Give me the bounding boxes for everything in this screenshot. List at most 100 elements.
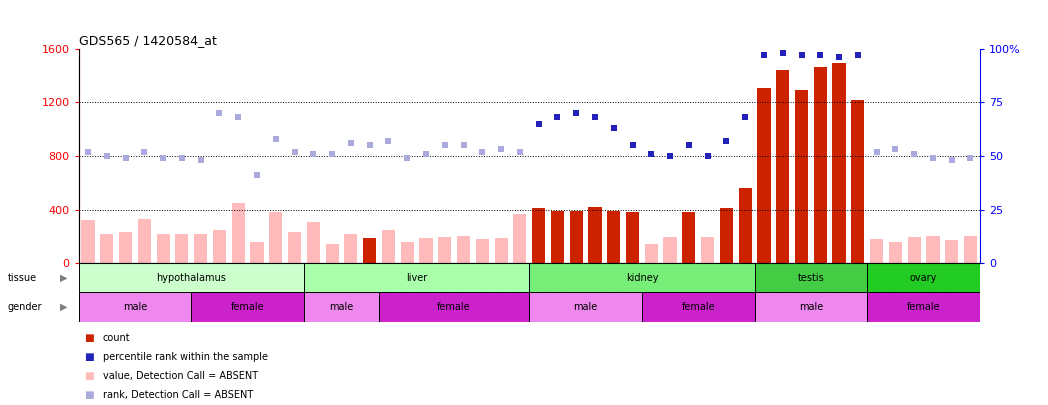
Bar (701, 237, 714, 263)
Point (737, 114, 754, 121)
Bar (514, 213, 526, 263)
Bar (175, 234, 189, 263)
Bar (400, 243, 414, 263)
Text: ovary: ovary (910, 273, 937, 283)
Point (99, 153, 115, 159)
Bar (720, 208, 733, 263)
Text: female: female (681, 302, 715, 312)
Point (305, 151, 322, 157)
Bar (739, 188, 751, 263)
Bar (795, 90, 808, 263)
Point (230, 114, 246, 121)
Bar (288, 232, 301, 263)
Point (380, 138, 397, 144)
Bar (232, 203, 245, 263)
Point (924, 155, 941, 161)
Point (887, 146, 903, 153)
Point (831, 54, 848, 60)
Text: value, Detection Call = ABSENT: value, Detection Call = ABSENT (103, 371, 258, 381)
Point (80, 148, 96, 155)
Bar (641, 292, 755, 322)
Text: hypothalamus: hypothalamus (156, 273, 226, 283)
Point (474, 148, 490, 155)
Bar (551, 211, 564, 263)
Point (718, 138, 735, 144)
Point (625, 142, 641, 149)
Point (362, 142, 378, 149)
Text: gender: gender (7, 302, 42, 312)
Point (399, 155, 416, 161)
Text: ■: ■ (84, 333, 93, 343)
Text: ▶: ▶ (60, 302, 67, 312)
Bar (832, 63, 846, 263)
Bar (889, 242, 902, 263)
Text: female: female (437, 302, 471, 312)
Bar (476, 239, 488, 263)
Point (774, 50, 791, 56)
Text: male: male (799, 302, 823, 312)
Bar (588, 207, 602, 263)
Text: ■: ■ (84, 371, 93, 381)
Bar (777, 70, 789, 263)
Bar (213, 230, 226, 263)
Bar (755, 292, 868, 322)
Text: male: male (573, 302, 597, 312)
Text: female: female (907, 302, 940, 312)
Bar (682, 212, 696, 263)
Bar (870, 239, 883, 263)
Text: ▶: ▶ (60, 273, 67, 283)
Bar (194, 234, 208, 263)
Text: kidney: kidney (626, 273, 658, 283)
Bar (758, 87, 770, 263)
Bar (868, 292, 980, 322)
Point (436, 142, 453, 149)
Bar (663, 237, 677, 263)
Bar (250, 242, 263, 263)
Bar (945, 240, 958, 263)
Point (756, 52, 772, 58)
Point (136, 148, 153, 155)
Point (868, 148, 885, 155)
Bar (304, 263, 529, 292)
Bar (529, 292, 641, 322)
Bar (851, 100, 865, 263)
Point (248, 172, 265, 179)
Bar (926, 237, 939, 263)
Point (286, 148, 303, 155)
Bar (137, 219, 151, 263)
Text: liver: liver (406, 273, 428, 283)
Point (568, 110, 585, 116)
Bar (964, 237, 977, 263)
Point (267, 136, 284, 142)
Bar (156, 234, 170, 263)
Bar (755, 263, 868, 292)
Point (943, 157, 960, 164)
Bar (457, 237, 471, 263)
Text: ■: ■ (84, 352, 93, 362)
Bar (82, 220, 94, 263)
Point (699, 153, 716, 159)
Bar (626, 211, 639, 263)
Point (962, 155, 979, 161)
Point (343, 140, 359, 146)
Bar (529, 263, 755, 292)
Bar (570, 211, 583, 263)
Point (155, 155, 172, 161)
Bar (79, 292, 191, 322)
Point (192, 157, 209, 164)
Text: percentile rank within the sample: percentile rank within the sample (103, 352, 267, 362)
Text: male: male (329, 302, 353, 312)
Point (793, 52, 810, 58)
Bar (813, 67, 827, 263)
Point (850, 52, 867, 58)
Point (530, 121, 547, 127)
Point (587, 114, 604, 121)
Text: count: count (103, 333, 130, 343)
Point (324, 151, 341, 157)
Bar (326, 245, 339, 263)
Point (493, 146, 509, 153)
Bar (419, 239, 433, 263)
Point (174, 155, 191, 161)
Bar (532, 208, 545, 263)
Bar (79, 263, 304, 292)
